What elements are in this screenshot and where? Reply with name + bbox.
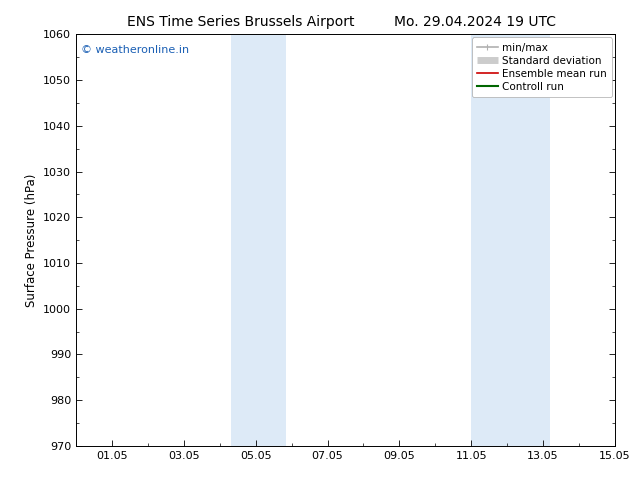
Y-axis label: Surface Pressure (hPa): Surface Pressure (hPa) — [25, 173, 37, 307]
Text: © weatheronline.in: © weatheronline.in — [81, 45, 190, 54]
Text: ENS Time Series Brussels Airport: ENS Time Series Brussels Airport — [127, 15, 354, 29]
Legend: min/max, Standard deviation, Ensemble mean run, Controll run: min/max, Standard deviation, Ensemble me… — [472, 37, 612, 97]
Bar — [231, 34, 286, 446]
Bar — [471, 34, 550, 446]
Text: Mo. 29.04.2024 19 UTC: Mo. 29.04.2024 19 UTC — [394, 15, 557, 29]
